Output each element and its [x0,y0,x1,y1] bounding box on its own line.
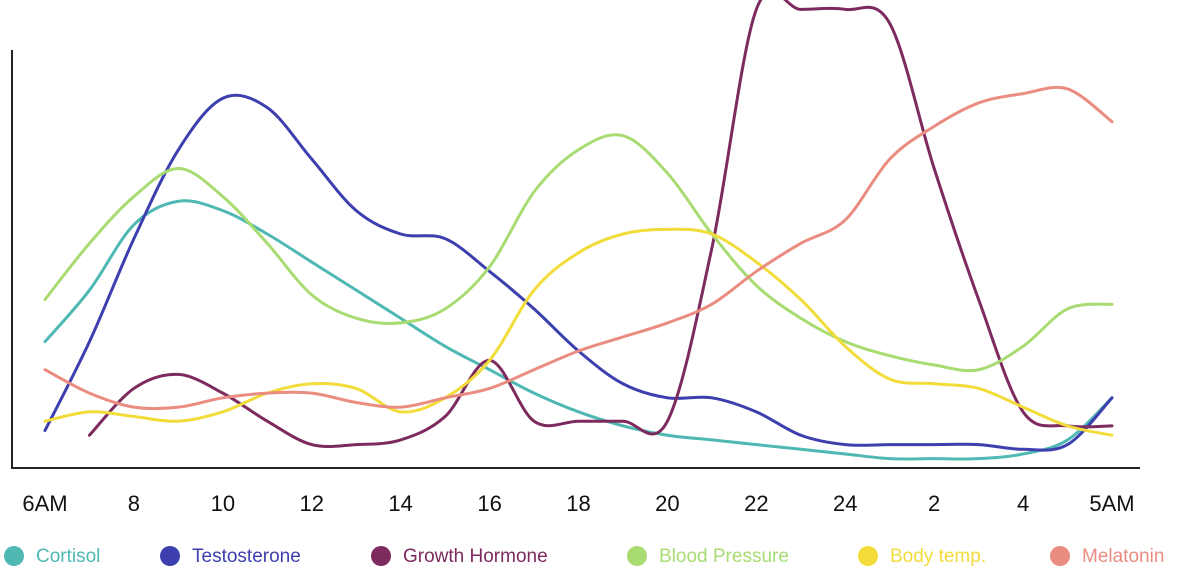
series-line [43,227,1114,437]
x-tick-label: 16 [477,491,501,516]
series-line [43,93,1114,452]
series-line [43,199,1114,461]
legend-marker [4,546,24,566]
legend-label: Blood Pressure [659,546,789,567]
series-line [43,133,1114,373]
legend-label: Cortisol [36,546,100,567]
legend-marker [371,546,391,566]
series-line [87,0,1114,449]
x-tick-label: 2 [928,491,940,516]
legend-label: Melatonin [1082,546,1164,567]
x-tick-label: 20 [655,491,679,516]
legend-label: Growth Hormone [403,546,548,567]
series-line [43,85,1114,411]
x-tick-label: 5AM [1089,491,1134,516]
x-tick-label: 12 [300,491,324,516]
legend-label: Testosterone [192,546,301,567]
legend-marker [160,546,180,566]
x-tick-label: 14 [388,491,412,516]
x-tick-label: 10 [211,491,235,516]
x-tick-label: 6AM [22,491,67,516]
legend-marker [858,546,878,566]
x-tick-label: 4 [1017,491,1029,516]
x-tick-label: 24 [833,491,857,516]
legend-label: Body temp. [890,546,986,567]
legend-marker [1050,546,1070,566]
x-tick-label: 22 [744,491,768,516]
x-tick-label: 8 [128,491,140,516]
legend-marker [627,546,647,566]
x-tick-label: 18 [566,491,590,516]
